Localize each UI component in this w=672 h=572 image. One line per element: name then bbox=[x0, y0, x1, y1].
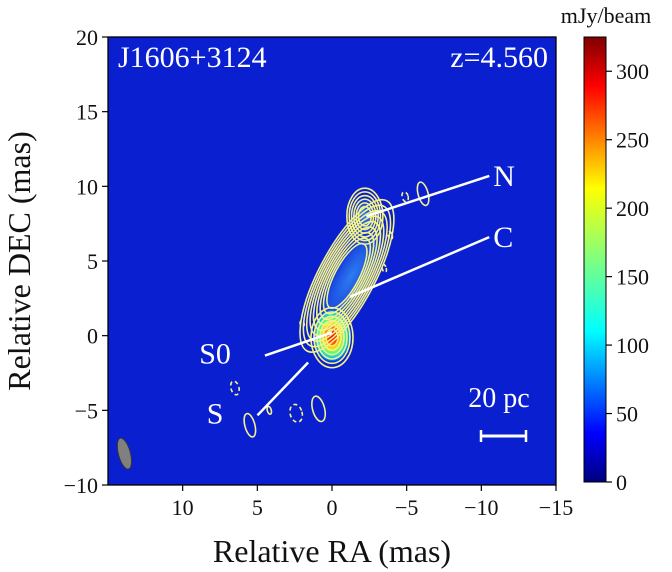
contour-core bbox=[310, 306, 354, 369]
contour-negative bbox=[229, 380, 241, 396]
colorbar-tick-label: 250 bbox=[616, 128, 649, 153]
component-label-c: C bbox=[493, 221, 513, 254]
colorbar-tick-label: 300 bbox=[616, 59, 649, 84]
contour-north bbox=[348, 191, 382, 242]
contour-isolated bbox=[311, 395, 327, 423]
y-tick-label: 10 bbox=[76, 174, 98, 199]
colorbar-tick-label: 100 bbox=[616, 333, 649, 358]
y-tick-label: −5 bbox=[75, 398, 98, 423]
x-axis-label: Relative RA (mas) bbox=[213, 533, 451, 569]
component-line-c bbox=[349, 235, 490, 298]
y-tick-label: −10 bbox=[64, 473, 98, 498]
contour-north bbox=[346, 187, 384, 245]
contour-isolated bbox=[243, 412, 257, 438]
x-tick-label: −10 bbox=[464, 495, 498, 520]
contour-negative bbox=[299, 319, 306, 328]
x-tick-label: 10 bbox=[172, 495, 194, 520]
y-axis-label: Relative DEC (mas) bbox=[1, 131, 37, 390]
x-axis-ticks: 10 5 0 −5 −10 −15 bbox=[172, 485, 573, 520]
contour-north bbox=[353, 198, 377, 234]
component-line-s0 bbox=[264, 331, 333, 357]
colorbar-tick-label: 50 bbox=[616, 402, 638, 427]
colorbar-tick-label: 150 bbox=[616, 265, 649, 290]
y-tick-label: 5 bbox=[87, 249, 98, 274]
component-label-n: N bbox=[493, 160, 515, 193]
x-tick-label: −5 bbox=[395, 495, 418, 520]
y-axis-ticks: −10 −5 0 5 10 15 20 bbox=[64, 25, 108, 498]
component-label-s0: S0 bbox=[199, 338, 231, 371]
component-annotations: NC S0 S bbox=[199, 160, 515, 430]
colorbar-tick-label: 200 bbox=[616, 196, 649, 221]
y-tick-label: 15 bbox=[76, 100, 98, 125]
contour-isolated bbox=[266, 405, 273, 416]
contour-north bbox=[357, 205, 372, 227]
contour-core bbox=[325, 328, 339, 347]
contour-negative bbox=[401, 191, 410, 203]
scale-bar-label: 20 pc bbox=[468, 383, 529, 414]
colorbar-tick-label: 0 bbox=[616, 470, 627, 495]
colorbar-label: mJy/beam bbox=[561, 3, 651, 28]
component-label-s: S bbox=[207, 397, 224, 430]
x-tick-label: 0 bbox=[327, 495, 338, 520]
contour-negative bbox=[289, 403, 304, 423]
colorbar-ticks: 0 50 100 150 200 250 300 bbox=[606, 59, 649, 495]
beam-ellipse bbox=[116, 437, 133, 470]
y-tick-label: 20 bbox=[76, 25, 98, 50]
component-line-n bbox=[365, 174, 490, 218]
scale-bar: 20 pc bbox=[468, 383, 530, 442]
contour-north bbox=[350, 194, 379, 238]
y-tick-label: 0 bbox=[87, 324, 98, 349]
x-tick-label: −15 bbox=[539, 495, 573, 520]
x-tick-label: 5 bbox=[252, 495, 263, 520]
contour-isolated bbox=[416, 181, 430, 207]
redshift-label: z=4.560 bbox=[450, 41, 548, 74]
contour-negative bbox=[381, 263, 388, 274]
contour-negative bbox=[387, 230, 394, 241]
colorbar bbox=[583, 36, 607, 483]
component-line-s bbox=[256, 361, 310, 417]
contour-core bbox=[322, 324, 342, 352]
contour-north bbox=[355, 202, 375, 231]
jet-emission bbox=[311, 214, 392, 338]
source-name-label: J1606+3124 bbox=[118, 41, 267, 74]
contour-envelope bbox=[299, 198, 395, 353]
